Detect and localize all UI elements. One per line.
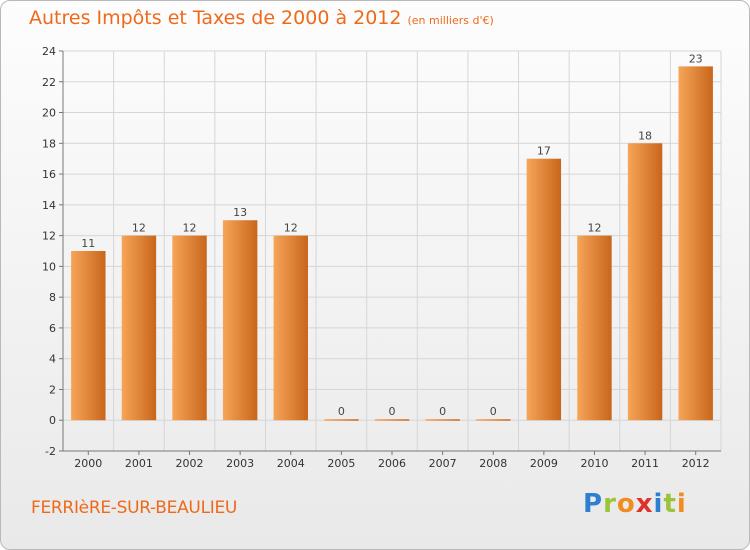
x-tick-label: 2005 xyxy=(327,457,355,470)
logo-letter: o xyxy=(616,489,636,519)
x-tick-label: 2011 xyxy=(631,457,659,470)
y-tick-label: 14 xyxy=(42,199,56,212)
logo-letter: r xyxy=(603,489,617,519)
x-tick-label: 2004 xyxy=(277,457,305,470)
y-tick-label: -2 xyxy=(45,445,56,458)
bar xyxy=(374,419,410,421)
y-tick-label: 16 xyxy=(42,168,56,181)
bar xyxy=(678,66,713,421)
y-tick-label: 8 xyxy=(49,291,56,304)
x-tick-label: 2003 xyxy=(226,457,254,470)
bar-value-label: 12 xyxy=(284,222,298,235)
x-tick-label: 2012 xyxy=(682,457,710,470)
bar xyxy=(172,235,207,421)
bar xyxy=(627,143,663,421)
bar xyxy=(71,251,106,421)
bar xyxy=(273,235,308,421)
bar-value-label: 18 xyxy=(638,129,652,142)
y-tick-label: 0 xyxy=(49,414,56,427)
x-tick-label: 2002 xyxy=(176,457,204,470)
logo-letter: i xyxy=(653,489,664,519)
y-tick-label: 20 xyxy=(42,107,56,120)
x-tick-label: 2008 xyxy=(479,457,507,470)
y-tick-label: 4 xyxy=(49,353,56,366)
x-tick-label: 2010 xyxy=(580,457,608,470)
logo-letter: t xyxy=(663,489,677,519)
y-tick-label: 6 xyxy=(49,322,56,335)
bar xyxy=(526,158,562,421)
logo-letter: P xyxy=(583,489,604,519)
y-tick-label: 12 xyxy=(42,230,56,243)
x-tick-label: 2006 xyxy=(378,457,406,470)
y-tick-label: 2 xyxy=(49,383,56,396)
y-tick-label: 22 xyxy=(42,76,56,89)
bar-value-label: 13 xyxy=(233,206,247,219)
chart-unit: (en milliers d'€) xyxy=(407,14,494,27)
bar-value-label: 12 xyxy=(587,222,601,235)
proxiti-logo: Proxiti xyxy=(583,489,687,519)
bar xyxy=(476,419,511,421)
logo-letter: x xyxy=(635,489,654,519)
logo-letter: i xyxy=(676,489,687,519)
bar-value-label: 23 xyxy=(689,52,703,65)
bar-value-label: 0 xyxy=(389,405,396,418)
grid-layer xyxy=(62,50,722,452)
bar-value-label: 12 xyxy=(132,222,146,235)
bar-layer xyxy=(71,66,713,421)
chart-title: Autres Impôts et Taxes de 2000 à 2012 (en… xyxy=(29,7,494,29)
bar xyxy=(324,419,359,421)
bar xyxy=(121,235,157,421)
bar-value-label: 0 xyxy=(338,405,345,418)
bar-value-label: 17 xyxy=(537,145,551,158)
y-tick-label: 10 xyxy=(42,260,56,273)
y-tick-label: 24 xyxy=(42,45,56,58)
x-tick-label: 2007 xyxy=(429,457,457,470)
x-tick-label: 2001 xyxy=(125,457,153,470)
bar-value-label: 12 xyxy=(183,222,197,235)
bar-value-label: 0 xyxy=(439,405,446,418)
x-tick-label: 2000 xyxy=(74,457,102,470)
chart-title-text: Autres Impôts et Taxes de 2000 à 2012 xyxy=(29,7,402,29)
bar xyxy=(425,419,460,421)
x-tick-label: 2009 xyxy=(530,457,558,470)
bar-value-label: 11 xyxy=(81,237,95,250)
y-tick-label: 18 xyxy=(42,137,56,150)
bar xyxy=(222,220,258,421)
bar xyxy=(577,235,612,421)
commune-name: FERRIèRE-SUR-BEAULIEU xyxy=(31,498,238,518)
label-layer: 11 12 12 13 12 0 0 0 0 17 12 18 23 xyxy=(81,52,702,418)
bar-value-label: 0 xyxy=(490,405,497,418)
